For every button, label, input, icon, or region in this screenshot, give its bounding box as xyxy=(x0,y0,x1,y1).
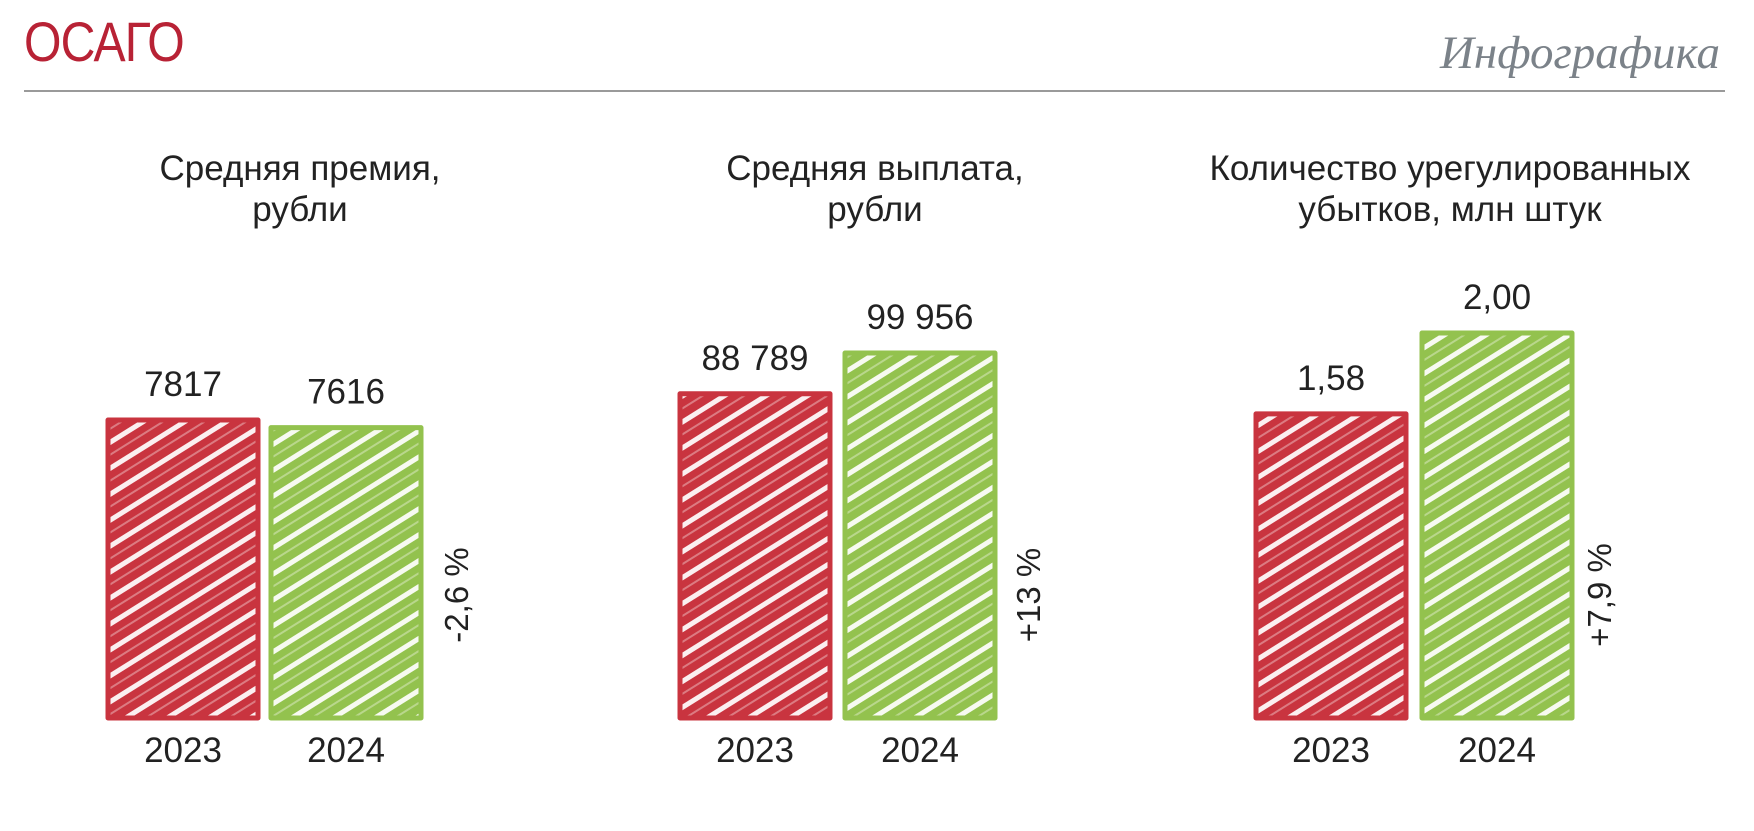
value-label-claims-2023: 1,58 xyxy=(1297,359,1365,398)
bar-premium-2024 xyxy=(268,425,424,721)
page-title: ОСАГО xyxy=(24,10,185,73)
change-label-claims: +7,9 % xyxy=(1581,543,1618,647)
header-divider xyxy=(24,90,1725,92)
value-label-payout-2023: 88 789 xyxy=(701,339,808,378)
change-label-payout: +13 % xyxy=(1010,548,1047,643)
bar-claims-2024 xyxy=(1419,330,1575,721)
bar-payout-2024 xyxy=(842,350,998,721)
category-label-premium-2024: 2024 xyxy=(307,731,385,770)
category-label-payout-2024: 2024 xyxy=(881,731,959,770)
chart-title-premium: Средняя премия, рубли xyxy=(159,149,441,229)
category-label-claims-2024: 2024 xyxy=(1458,731,1536,770)
bar-claims-2023 xyxy=(1253,411,1409,721)
value-label-payout-2024: 99 956 xyxy=(866,298,973,337)
value-label-premium-2023: 7817 xyxy=(144,365,222,404)
category-label-payout-2023: 2023 xyxy=(716,731,794,770)
category-label-claims-2023: 2023 xyxy=(1292,731,1370,770)
value-label-claims-2024: 2,00 xyxy=(1463,278,1531,317)
chart-title-payout: Средняя выплата, рубли xyxy=(726,149,1024,229)
page-subtitle: Инфографика xyxy=(1439,27,1720,79)
change-label-premium: -2,6 % xyxy=(438,547,475,642)
chart-title-claims: Количество урегулированных убытков, млн … xyxy=(1209,149,1691,229)
bar-payout-2023 xyxy=(677,391,833,721)
category-label-premium-2023: 2023 xyxy=(144,731,222,770)
value-label-premium-2024: 7616 xyxy=(307,373,385,412)
bar-premium-2023 xyxy=(105,417,261,721)
